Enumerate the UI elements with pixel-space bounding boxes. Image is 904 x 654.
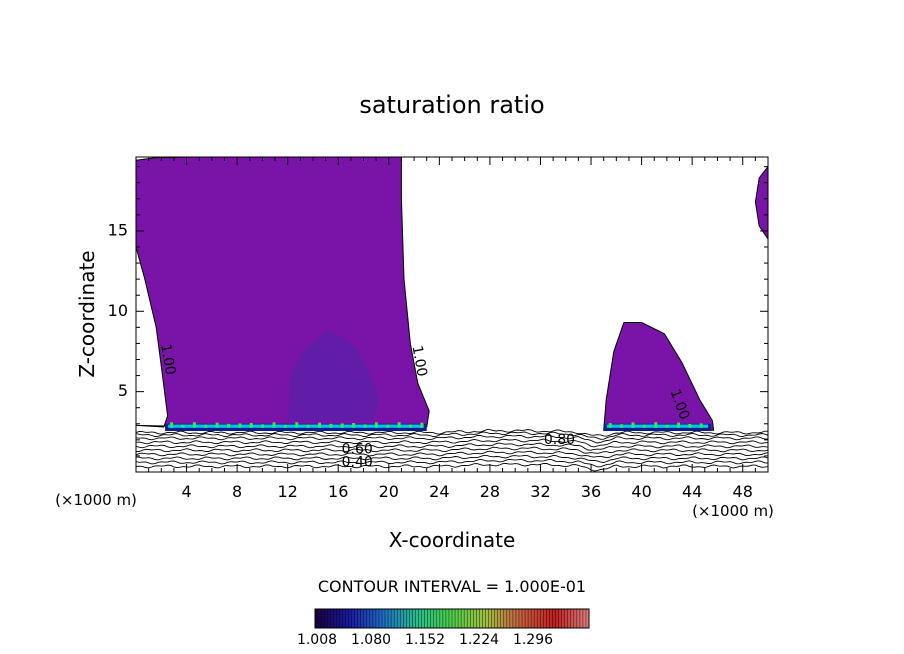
contour-field — [136, 157, 768, 432]
contour-label: 0.40 — [342, 454, 373, 470]
isoline — [136, 458, 768, 468]
cloud-base-band — [170, 422, 174, 428]
x-unit-label-right: (×1000 m) — [692, 502, 774, 520]
cloud-region — [603, 322, 715, 431]
y-tick-label: 5 — [118, 381, 128, 400]
x-tick-label: 4 — [181, 482, 191, 501]
cloud-region — [136, 157, 430, 430]
contour-label: 1.00 — [409, 344, 430, 377]
cloud-base-band — [318, 422, 322, 428]
cloud-base-band — [676, 422, 680, 428]
contour-label: 0.80 — [544, 432, 575, 448]
cloud-base-band — [620, 424, 624, 428]
cloud-base-band — [608, 423, 612, 428]
y-axis: 5 10 15 — [108, 166, 768, 473]
x-tick-label: 36 — [581, 482, 601, 501]
contour-label: 0.60 — [342, 442, 373, 458]
colorbar-tick-label: 1.008 — [297, 632, 337, 648]
cloud-base-band — [352, 422, 356, 428]
isoline — [136, 438, 768, 448]
cloud-region — [754, 165, 768, 240]
isoline — [136, 429, 768, 437]
isoline — [136, 454, 768, 463]
cloud-base-band — [397, 422, 401, 428]
colorbar-tick-label: 1.296 — [513, 632, 553, 648]
colorbar-tick-label: 1.152 — [405, 632, 445, 648]
cloud-base-band — [306, 424, 310, 428]
x-tick-label: 24 — [429, 482, 449, 501]
chart-title: saturation ratio — [359, 91, 544, 119]
isoline — [136, 434, 768, 444]
cloud-base-band — [227, 423, 231, 428]
cloud-base-band — [181, 424, 185, 428]
x-axis: 4 8 12 16 20 24 28 32 36 40 44 48 — [135, 157, 769, 501]
cloud-base-band — [606, 424, 709, 428]
cloud-core — [287, 330, 379, 421]
y-axis-label: Z-coordinate — [75, 250, 99, 377]
x-tick-label: 48 — [733, 482, 753, 501]
contour-lines — [136, 429, 768, 472]
isoline — [136, 431, 768, 440]
cloud-base-band — [329, 423, 333, 428]
isoline — [136, 450, 768, 459]
x-unit-label: (×1000 m) — [55, 491, 137, 509]
x-axis-label: X-coordinate — [389, 528, 516, 552]
colorbar: 1.008 1.080 1.152 1.224 1.296 — [297, 608, 590, 648]
cloud-base-band — [192, 422, 196, 428]
cloud-base-band — [409, 424, 413, 428]
cloud-base-band — [272, 422, 276, 428]
y-tick-label: 15 — [108, 220, 128, 239]
x-tick-label: 32 — [530, 482, 550, 501]
isoline — [136, 446, 768, 454]
cloud-base-band — [420, 422, 424, 428]
cloud-base-band — [654, 422, 658, 428]
cloud-base-band — [283, 424, 287, 428]
x-tick-label: 40 — [631, 482, 651, 501]
cloud-base-band — [386, 424, 390, 428]
x-tick-label: 12 — [278, 482, 298, 501]
colorbar-tick-label: 1.080 — [351, 632, 391, 648]
y-tick-label: 10 — [108, 301, 128, 320]
cloud-base-band — [204, 424, 208, 428]
cloud-base-band — [249, 422, 253, 428]
cloud-base-band — [688, 423, 692, 428]
x-tick-label: 44 — [682, 482, 702, 501]
cloud-base-band — [295, 422, 299, 428]
x-tick-label: 20 — [379, 482, 399, 501]
cloud-base-band — [340, 423, 344, 428]
contour-interval-text: CONTOUR INTERVAL = 1.000E-01 — [318, 577, 586, 596]
x-tick-label: 16 — [328, 482, 348, 501]
cloud-base-band — [215, 422, 219, 428]
cloud-base-band — [642, 424, 646, 428]
x-tick-label: 28 — [480, 482, 500, 501]
cloud-base-band — [665, 424, 669, 428]
contour-label: 1.00 — [157, 343, 178, 376]
cloud-base-band — [261, 424, 265, 428]
x-tick-label: 8 — [232, 482, 242, 501]
cloud-base-band — [699, 423, 703, 428]
cloud-base-band — [363, 424, 367, 428]
isoline — [136, 442, 768, 451]
cloud-base-band — [374, 422, 378, 428]
colorbar-tick-label: 1.224 — [459, 632, 499, 648]
isoline — [136, 462, 768, 472]
cloud-base-band — [631, 422, 635, 428]
cloud-base-band — [238, 423, 242, 428]
